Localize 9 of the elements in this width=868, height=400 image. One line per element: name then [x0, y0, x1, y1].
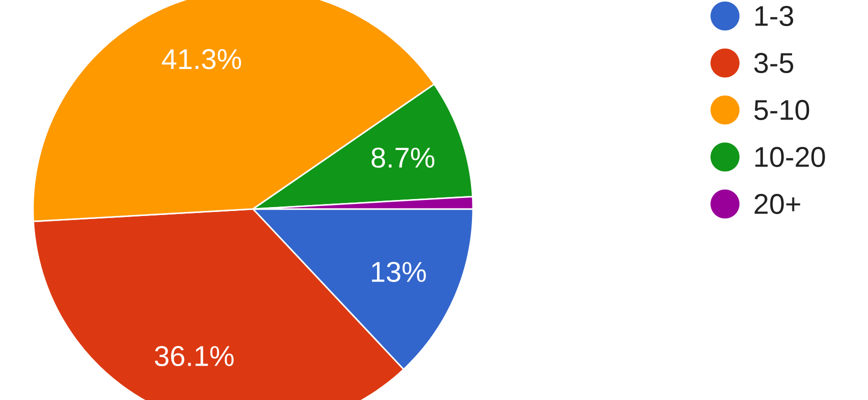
legend-label: 3-5: [754, 52, 794, 74]
legend-label: 10-20: [755, 146, 825, 168]
data-label: 41.3%: [162, 49, 242, 70]
legend-label: 1-3: [755, 6, 794, 26]
legend-label: 5-10: [754, 100, 810, 120]
data-label: 36.1%: [154, 346, 234, 366]
data-label: 8.7%: [372, 148, 434, 168]
legend-label: 20+: [754, 194, 800, 214]
data-label: 13%: [372, 262, 426, 282]
